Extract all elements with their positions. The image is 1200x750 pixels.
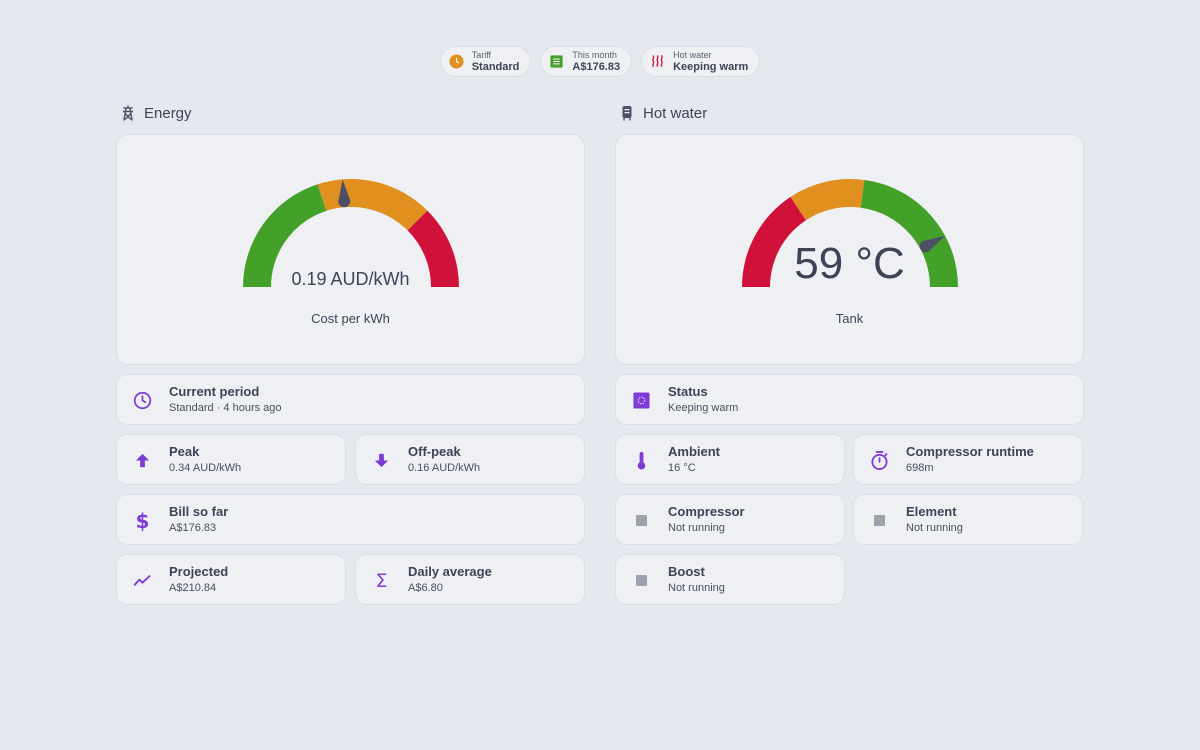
boost-tile[interactable]: Boost Not running <box>615 554 845 605</box>
chip-label: Hot water <box>673 49 712 60</box>
chip-hot-water[interactable]: Hot water Keeping warm <box>641 46 761 77</box>
tile-name: Projected <box>169 564 229 579</box>
chip-value: Keeping warm <box>673 60 749 73</box>
current-period-tile[interactable]: Current period Standard · 4 hours ago <box>116 374 585 425</box>
element-tile[interactable]: Element Not running <box>853 494 1083 545</box>
tile-state: Not running <box>906 522 963 534</box>
bill-tile[interactable]: $ Bill so far A$176.83 <box>116 494 585 545</box>
offpeak-tile[interactable]: Off-peak 0.16 AUD/kWh <box>355 434 585 485</box>
chip-label: This month <box>572 49 617 60</box>
chip-this-month[interactable]: This month A$176.83 <box>540 46 633 77</box>
tile-name: Compressor runtime <box>906 444 1034 459</box>
tile-state: A$210.84 <box>169 582 217 594</box>
square-icon <box>632 511 651 530</box>
tile-name: Current period <box>169 384 260 399</box>
arrow-down-icon <box>372 451 391 470</box>
square-icon <box>632 571 651 590</box>
tile-name: Element <box>906 504 957 519</box>
gauge-segment-1 <box>317 179 428 231</box>
tile-state: A$6.80 <box>408 582 443 594</box>
gauge-segment-2 <box>407 210 459 287</box>
tile-name: Peak <box>169 444 200 459</box>
ambient-tile[interactable]: Ambient 16 °C <box>615 434 845 485</box>
cost-gauge-card[interactable]: 0.19 AUD/kWh Cost per kWh <box>116 134 585 365</box>
tile-state: Not running <box>668 582 725 594</box>
energy-heading: Energy <box>120 100 585 126</box>
hot-water-section: Hot water 59 °C Tank Status Keeping warm… <box>615 100 1084 605</box>
compressor-tile[interactable]: Compressor Not running <box>615 494 845 545</box>
square-icon <box>870 511 889 530</box>
tile-state: 698m <box>906 462 934 474</box>
tile-name: Ambient <box>668 444 720 459</box>
daily-average-tile[interactable]: Σ Daily average A$6.80 <box>355 554 585 605</box>
peak-tile[interactable]: Peak 0.34 AUD/kWh <box>116 434 346 485</box>
gauge-segment-2 <box>860 179 958 287</box>
clock-outline-icon <box>133 391 152 410</box>
section-title: Hot water <box>643 104 708 122</box>
tile-name: Boost <box>668 564 705 579</box>
gauge-segment-0 <box>243 184 327 287</box>
heat-waves-icon <box>652 55 663 67</box>
gauge-segment-1 <box>790 179 865 221</box>
tile-state: 0.16 AUD/kWh <box>408 462 481 474</box>
gauge-segment-0 <box>742 196 806 287</box>
status-chip-icon <box>632 391 651 410</box>
tile-state: Keeping warm <box>668 402 739 414</box>
gauge-needle <box>338 179 351 208</box>
gauge-subtitle: Tank <box>835 311 864 326</box>
chip-value: A$176.83 <box>572 60 621 73</box>
timer-icon <box>870 451 889 470</box>
gauge-subtitle: Cost per kWh <box>311 311 390 326</box>
thermometer-icon <box>632 451 651 470</box>
dollar-icon: $ <box>135 508 150 533</box>
section-title: Energy <box>144 104 192 122</box>
summary-chips: Tariff Standard This month A$176.83 Hot … <box>0 46 1200 77</box>
tile-name: Compressor <box>668 504 745 519</box>
compressor-runtime-tile[interactable]: Compressor runtime 698m <box>853 434 1083 485</box>
cost-gauge <box>243 179 459 287</box>
receipt-icon <box>550 55 563 68</box>
chip-value: Standard <box>471 60 520 73</box>
water-heater-icon <box>622 106 632 121</box>
sigma-icon: Σ <box>375 569 388 592</box>
chip-label: Tariff <box>471 49 492 60</box>
tank-gauge-card[interactable]: 59 °C Tank <box>615 134 1084 365</box>
clock-icon <box>449 54 464 69</box>
transmission-tower-icon <box>122 105 134 121</box>
tile-name: Off-peak <box>408 444 461 459</box>
energy-section: Energy 0.19 AUD/kWh Cost per kWh Current… <box>116 100 585 605</box>
status-tile[interactable]: Status Keeping warm <box>615 374 1084 425</box>
tile-state: Standard · 4 hours ago <box>169 402 282 414</box>
tank-gauge <box>742 179 958 287</box>
tile-state: 16 °C <box>668 462 696 474</box>
gauge-value: 59 °C <box>794 239 905 288</box>
projected-tile[interactable]: Projected A$210.84 <box>116 554 346 605</box>
tile-name: Daily average <box>408 564 492 579</box>
trend-line-icon <box>133 571 152 590</box>
chip-tariff[interactable]: Tariff Standard <box>439 46 532 77</box>
tile-state: A$176.83 <box>169 522 217 534</box>
arrow-up-icon <box>133 451 152 470</box>
tile-state: Not running <box>668 522 725 534</box>
tile-state: 0.34 AUD/kWh <box>169 462 242 474</box>
gauge-needle <box>919 235 946 253</box>
gauge-value: 0.19 AUD/kWh <box>291 269 410 289</box>
tile-name: Bill so far <box>169 504 229 519</box>
hot-water-heading: Hot water <box>619 100 1084 126</box>
tile-name: Status <box>668 384 708 399</box>
